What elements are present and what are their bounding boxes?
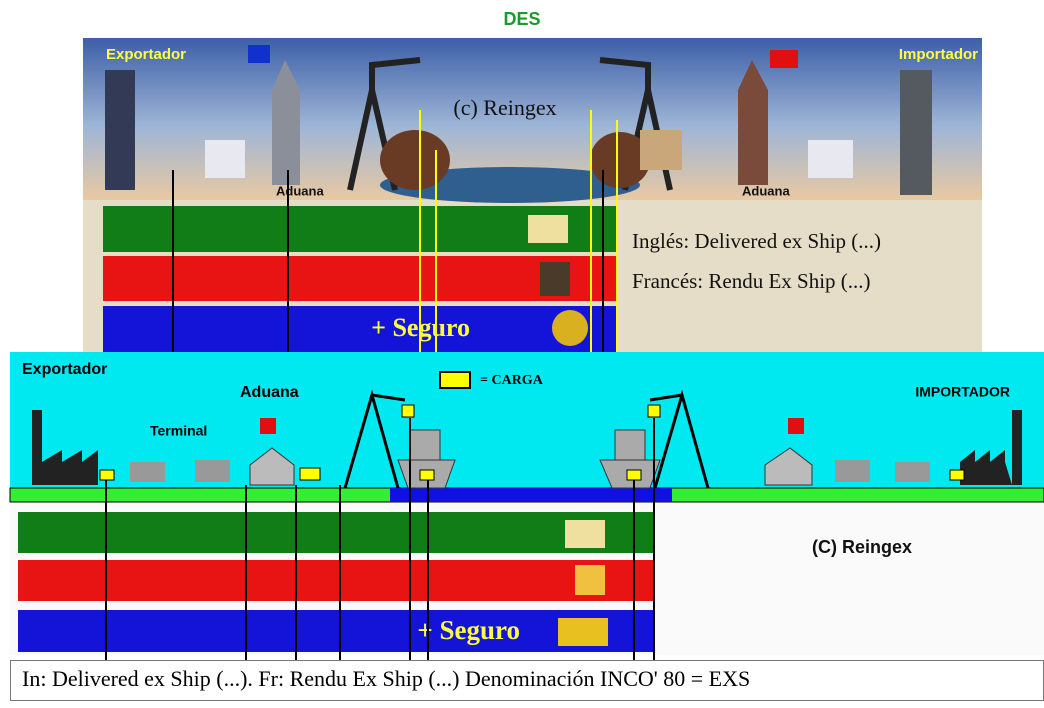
label: Aduana [742,183,790,198]
flag [770,50,798,68]
document-icon [540,262,570,296]
label: Importador [899,46,978,63]
truck [205,140,245,178]
bar-green [18,512,655,553]
bar-red [103,256,617,301]
english: Inglés: Delivered ex Ship (...) [632,229,881,253]
truck [895,462,930,482]
exporter-figure [105,70,135,190]
money-icon [552,310,588,346]
label: Aduana [276,183,324,198]
label: IMPORTADOR [915,384,1010,400]
importer-figure [900,70,932,195]
cargo-box [640,130,682,170]
ship [380,130,450,190]
label: Exportador [22,361,107,378]
truck [130,462,165,482]
caption: In: Delivered ex Ship (...). Fr: Rendu E… [22,666,750,691]
label: Aduana [240,384,299,401]
bottom-panel: = CARGA Exportador Aduana Terminal IMPOR… [10,352,1044,660]
page: {"title": "DES", "top_panel": {"exporter… [0,0,1044,708]
water [390,488,672,502]
title: DES [503,9,540,29]
truck [835,460,870,482]
french: Francés: Rendu Ex Ship (...) [632,269,871,293]
truck [808,140,853,178]
money-icon [558,618,608,646]
folder-icon [565,520,605,548]
flag [248,45,270,63]
bar-blue [103,306,617,352]
copyright: (C) Reingex [812,537,912,557]
cargo-legend-box [440,372,470,388]
diagram: DES Exportador Importador (c) Reingex Ad… [0,0,1044,708]
label: Terminal [150,423,207,439]
flag [260,418,276,434]
document-icon [575,565,605,595]
truck [195,460,230,482]
top-panel: Exportador Importador (c) Reingex Aduana… [83,38,982,352]
insurance: + Seguro [417,615,520,645]
copyright: (c) Reingex [453,95,556,120]
folder-icon [528,215,568,243]
cargo-legend: = CARGA [480,373,544,388]
bar-red [18,560,655,601]
label: Exportador [106,46,186,63]
flag [788,418,804,434]
